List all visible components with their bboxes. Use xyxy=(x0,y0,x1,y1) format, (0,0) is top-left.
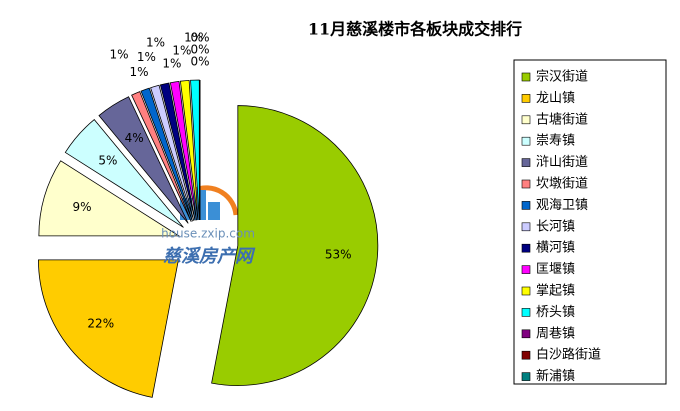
legend-label: 横河镇 xyxy=(536,241,575,256)
legend-swatch xyxy=(521,243,531,253)
watermark-url: house.zxip.com xyxy=(161,227,255,241)
legend-swatch xyxy=(521,136,531,146)
chart-title: 11月慈溪楼市各板块成交排行 xyxy=(308,20,522,39)
legend-label: 白沙路街道 xyxy=(536,347,601,363)
data-label: 1% xyxy=(184,31,203,45)
legend-label: 匡堰镇 xyxy=(536,262,575,277)
pie-slice xyxy=(38,160,181,237)
legend-swatch xyxy=(521,308,531,317)
legend-swatch xyxy=(521,372,531,381)
data-label: 9% xyxy=(73,200,92,214)
legend-swatch xyxy=(521,201,531,210)
pie-slice xyxy=(159,82,196,221)
pie-slice xyxy=(211,105,379,386)
legend-swatch xyxy=(521,350,531,360)
data-label: 4% xyxy=(125,131,144,145)
data-label: 0% xyxy=(190,31,209,45)
legend-label: 龙山镇 xyxy=(536,91,575,106)
pie-slice xyxy=(169,80,197,221)
data-label: 1% xyxy=(137,50,156,64)
legend-label: 新浦镇 xyxy=(536,368,575,384)
data-label: 1% xyxy=(172,43,191,57)
pie-slice xyxy=(131,91,192,222)
legend-label: 观海卫镇 xyxy=(536,198,588,213)
legend-label: 宗汉街道 xyxy=(536,69,588,85)
legend-swatch xyxy=(521,265,531,274)
pie-slice xyxy=(64,119,184,228)
legend-swatch xyxy=(521,286,531,296)
legend-label: 长河镇 xyxy=(536,219,575,234)
pie-slice xyxy=(150,84,195,221)
legend-swatch xyxy=(521,222,531,232)
legend-label: 桥头镇 xyxy=(536,305,575,320)
legend-label: 崇寿镇 xyxy=(536,134,575,149)
pie-slice xyxy=(140,87,193,222)
legend-label: 周巷镇 xyxy=(536,326,575,341)
data-label: 1% xyxy=(109,47,128,61)
data-label: 0% xyxy=(190,55,209,69)
legend-label: 掌起镇 xyxy=(536,284,575,299)
data-label: 1% xyxy=(146,35,165,49)
legend-label: 坎墩街道 xyxy=(536,177,588,192)
legend-label: 古塘街道 xyxy=(536,111,588,127)
data-label: 0% xyxy=(190,43,209,57)
data-label: 5% xyxy=(98,153,117,167)
data-label: 53% xyxy=(325,248,352,262)
legend-box xyxy=(513,59,667,385)
data-label: 1% xyxy=(130,65,149,79)
pie-slice xyxy=(179,79,199,221)
legend-swatch xyxy=(521,329,531,339)
legend-swatch xyxy=(521,72,531,82)
legend-swatch xyxy=(521,115,531,125)
legend-label: 浒山街道 xyxy=(536,155,588,170)
watermark-name: 慈溪房产网 xyxy=(163,246,256,267)
pie-slice xyxy=(190,79,200,221)
legend-swatch xyxy=(521,158,531,167)
legend-swatch xyxy=(521,94,531,103)
pie-slice xyxy=(98,96,189,224)
data-label: 1% xyxy=(162,57,181,71)
data-label: 22% xyxy=(87,317,114,331)
legend-swatch xyxy=(521,179,531,189)
pie-slice xyxy=(38,259,179,398)
